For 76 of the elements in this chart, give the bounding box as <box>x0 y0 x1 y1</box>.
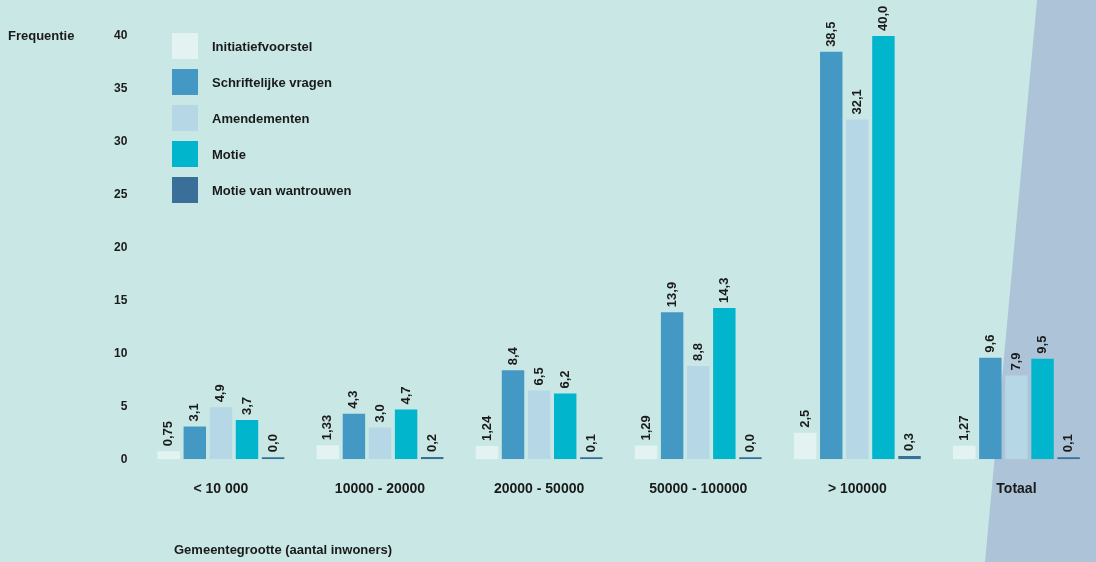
bar <box>475 446 499 460</box>
bar <box>739 457 762 460</box>
bar <box>183 426 207 460</box>
data-label: 38,5 <box>822 21 838 47</box>
data-label: 6,5 <box>530 367 546 386</box>
data-label: 0,2 <box>423 434 439 453</box>
bar <box>235 420 259 460</box>
bar <box>1057 457 1080 460</box>
bar <box>420 457 444 460</box>
y-tick-label: 25 <box>113 187 128 202</box>
data-label: 9,5 <box>1034 335 1050 354</box>
data-label: 4,3 <box>345 390 361 409</box>
y-tick-label: 0 <box>120 451 128 466</box>
legend-label: Motie van wantrouwen <box>212 182 352 198</box>
bar <box>953 445 976 460</box>
data-label: 8,4 <box>504 346 520 366</box>
bar <box>342 413 366 460</box>
bar <box>713 307 736 460</box>
data-label: 9,6 <box>981 334 997 353</box>
x-tick-label: < 10 000 <box>193 480 249 497</box>
bar <box>553 393 577 460</box>
bar <box>580 457 603 460</box>
y-tick-label: 10 <box>113 345 128 360</box>
y-tick-label: 20 <box>113 239 128 254</box>
bar <box>872 36 895 460</box>
data-label: 1,33 <box>319 414 335 441</box>
y-tick-label: 40 <box>113 28 128 43</box>
legend-label: Schriftelijke vragen <box>212 74 332 90</box>
data-label: 4,7 <box>397 386 413 405</box>
data-label: 0,75 <box>160 420 176 447</box>
data-label: 3,7 <box>238 396 254 416</box>
data-label: 0,0 <box>741 434 757 453</box>
y-tick-label: 5 <box>120 398 128 413</box>
y-tick-label: 30 <box>113 134 128 149</box>
data-label: 4,9 <box>212 384 228 403</box>
legend-label: Amendementen <box>212 110 310 126</box>
data-label: 0,3 <box>901 432 917 452</box>
y-tick-label: 15 <box>113 292 128 307</box>
data-label: 0,1 <box>582 434 598 453</box>
data-label: 2,5 <box>796 409 812 428</box>
legend-label: Motie <box>212 146 246 162</box>
x-tick-label: Totaal <box>996 480 1037 497</box>
data-label: 0,1 <box>1060 434 1076 453</box>
data-label: 32,1 <box>848 89 864 115</box>
data-label: 3,1 <box>186 403 202 422</box>
x-tick-label: 20000 - 50000 <box>493 480 585 497</box>
data-label: 1,27 <box>955 415 971 441</box>
x-tick-label: 10000 - 20000 <box>334 480 426 497</box>
bar <box>501 370 525 460</box>
data-label: 1,24 <box>478 415 494 442</box>
x-tick-label: > 100000 <box>827 480 887 497</box>
bar <box>261 457 285 460</box>
data-label: 1,29 <box>637 415 653 441</box>
x-axis-title: Gemeentegrootte (aantal inwoners) <box>174 541 393 557</box>
bar <box>394 409 418 460</box>
bar <box>793 432 817 460</box>
y-tick-label: 35 <box>113 81 128 96</box>
bar <box>1031 358 1054 460</box>
bar <box>979 357 1002 460</box>
bar <box>898 456 921 460</box>
legend-label: Initiatiefvoorstel <box>212 38 313 54</box>
data-label: 6,2 <box>556 370 572 389</box>
data-label: 40,0 <box>875 5 891 31</box>
data-label: 0,0 <box>264 434 280 453</box>
bar <box>660 312 684 460</box>
data-label: 7,9 <box>1008 352 1024 371</box>
data-label: 13,9 <box>663 281 679 308</box>
data-label: 8,8 <box>689 343 705 362</box>
bar <box>316 445 340 460</box>
bar <box>634 445 658 460</box>
bar <box>820 51 843 460</box>
data-label: 14,3 <box>715 277 731 303</box>
x-tick-label: 50000 - 100000 <box>649 480 748 497</box>
y-axis-title: Frequentie <box>8 27 75 43</box>
data-label: 3,0 <box>371 404 387 423</box>
bar <box>157 451 180 460</box>
